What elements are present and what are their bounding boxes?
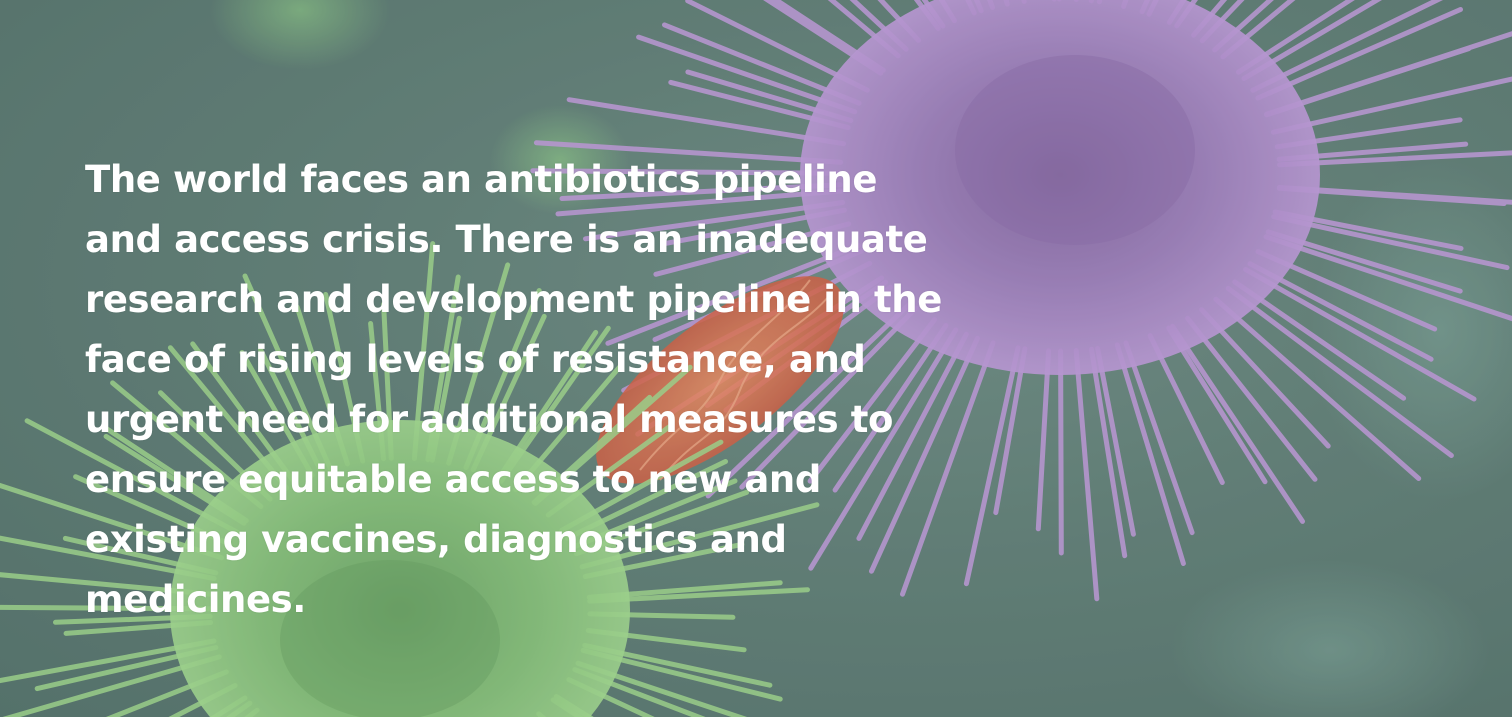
hero-headline: The world faces an antibiotics pipeline … [85, 158, 942, 621]
